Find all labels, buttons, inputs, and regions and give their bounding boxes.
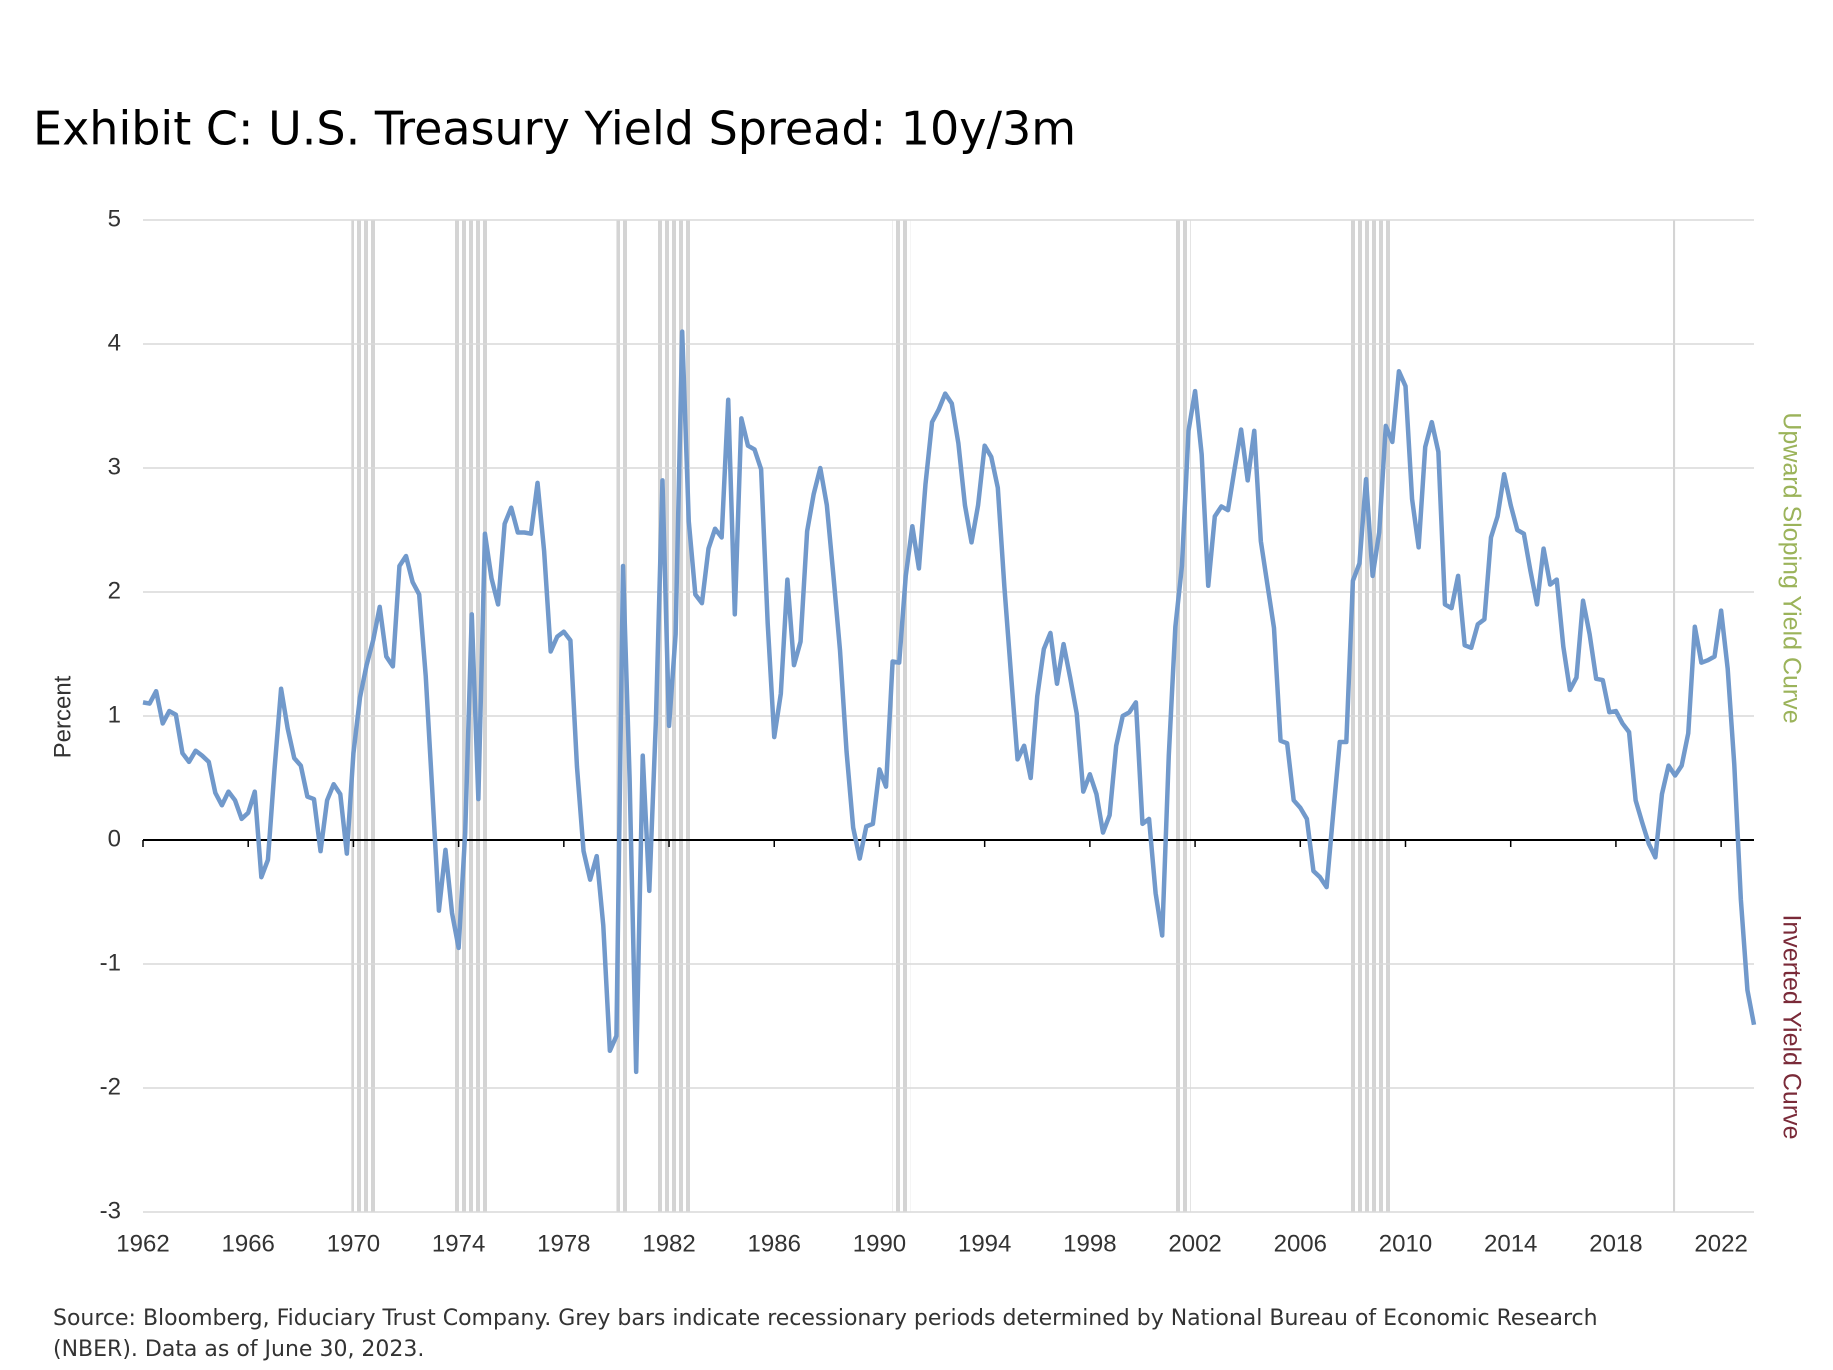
annotation-inverted: Inverted Yield Curve xyxy=(1777,914,1805,1139)
x-tick-label: 2010 xyxy=(1379,1230,1432,1257)
x-tick-label: 2006 xyxy=(1274,1230,1327,1257)
x-tick-label: 1982 xyxy=(642,1230,695,1257)
y-tick-label: 3 xyxy=(108,453,121,480)
x-tick-label: 1998 xyxy=(1063,1230,1116,1257)
x-tick-label: 2022 xyxy=(1694,1230,1747,1257)
x-tick-label: 2002 xyxy=(1168,1230,1221,1257)
x-tick-label: 2018 xyxy=(1589,1230,1642,1257)
source-note: (NBER). Data as of June 30, 2023. xyxy=(53,1337,424,1362)
annotation-upward: Upward Sloping Yield Curve xyxy=(1777,412,1805,723)
y-tick-label: -1 xyxy=(100,949,121,976)
source-note: Source: Bloomberg, Fiduciary Trust Compa… xyxy=(53,1306,1598,1331)
y-tick-label: -3 xyxy=(100,1197,121,1224)
x-tick-label: 2014 xyxy=(1484,1230,1537,1257)
x-tick-label: 1966 xyxy=(222,1230,275,1257)
x-tick-label: 1990 xyxy=(853,1230,906,1257)
y-axis-label: Percent xyxy=(49,675,76,758)
x-tick-label: 1970 xyxy=(327,1230,380,1257)
x-tick-label: 1978 xyxy=(537,1230,590,1257)
y-tick-label: 2 xyxy=(108,577,121,604)
y-tick-label: 0 xyxy=(108,825,121,852)
y-tick-label: -2 xyxy=(100,1073,121,1100)
y-tick-label: 5 xyxy=(108,205,121,232)
x-tick-label: 1986 xyxy=(748,1230,801,1257)
x-tick-label: 1974 xyxy=(432,1230,485,1257)
x-tick-label: 1994 xyxy=(958,1230,1011,1257)
x-tick-label: 1962 xyxy=(116,1230,169,1257)
data-line xyxy=(142,329,1757,1075)
y-tick-label: 1 xyxy=(108,701,121,728)
chart-title: Exhibit C: U.S. Treasury Yield Spread: 1… xyxy=(33,102,1076,156)
y-tick-label: 4 xyxy=(108,329,121,356)
